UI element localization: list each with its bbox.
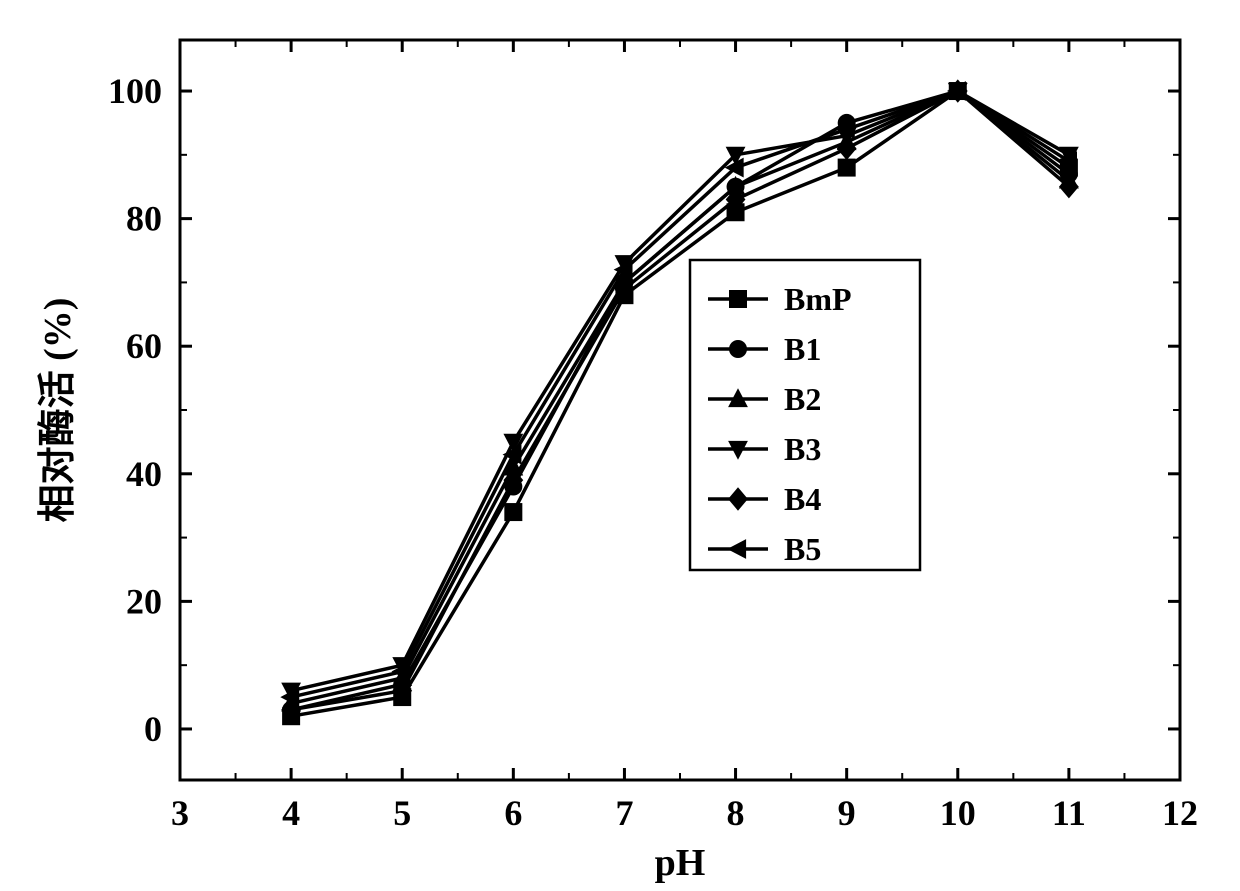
- svg-text:12: 12: [1162, 793, 1198, 833]
- svg-text:60: 60: [126, 326, 162, 366]
- svg-text:BmP: BmP: [784, 281, 852, 317]
- svg-text:7: 7: [615, 793, 633, 833]
- svg-text:20: 20: [126, 581, 162, 621]
- legend: BmP B1 B2 B3 B4 B5: [690, 260, 920, 570]
- svg-text:8: 8: [727, 793, 745, 833]
- svg-text:4: 4: [282, 793, 300, 833]
- line-chart: 3 4 5 6 7 8 9 10 11 12 0 20 40 60 80 100 pH 相对酶活 (%) BmP B1…: [0, 0, 1240, 891]
- svg-text:0: 0: [144, 709, 162, 749]
- svg-text:相对酶活 (%): 相对酶活 (%): [37, 298, 79, 523]
- svg-text:100: 100: [108, 71, 162, 111]
- svg-text:3: 3: [171, 793, 189, 833]
- svg-text:11: 11: [1052, 793, 1086, 833]
- svg-text:40: 40: [126, 454, 162, 494]
- svg-text:B4: B4: [784, 481, 821, 517]
- svg-text:5: 5: [393, 793, 411, 833]
- svg-text:B5: B5: [784, 531, 821, 567]
- svg-text:B3: B3: [784, 431, 821, 467]
- chart-container: 3 4 5 6 7 8 9 10 11 12 0 20 40 60 80 100 pH 相对酶活 (%) BmP B1…: [0, 0, 1240, 891]
- svg-text:80: 80: [126, 199, 162, 239]
- svg-text:6: 6: [504, 793, 522, 833]
- svg-text:9: 9: [838, 793, 856, 833]
- svg-text:B1: B1: [784, 331, 821, 367]
- svg-text:pH: pH: [655, 842, 706, 884]
- svg-text:B2: B2: [784, 381, 821, 417]
- svg-text:10: 10: [940, 793, 976, 833]
